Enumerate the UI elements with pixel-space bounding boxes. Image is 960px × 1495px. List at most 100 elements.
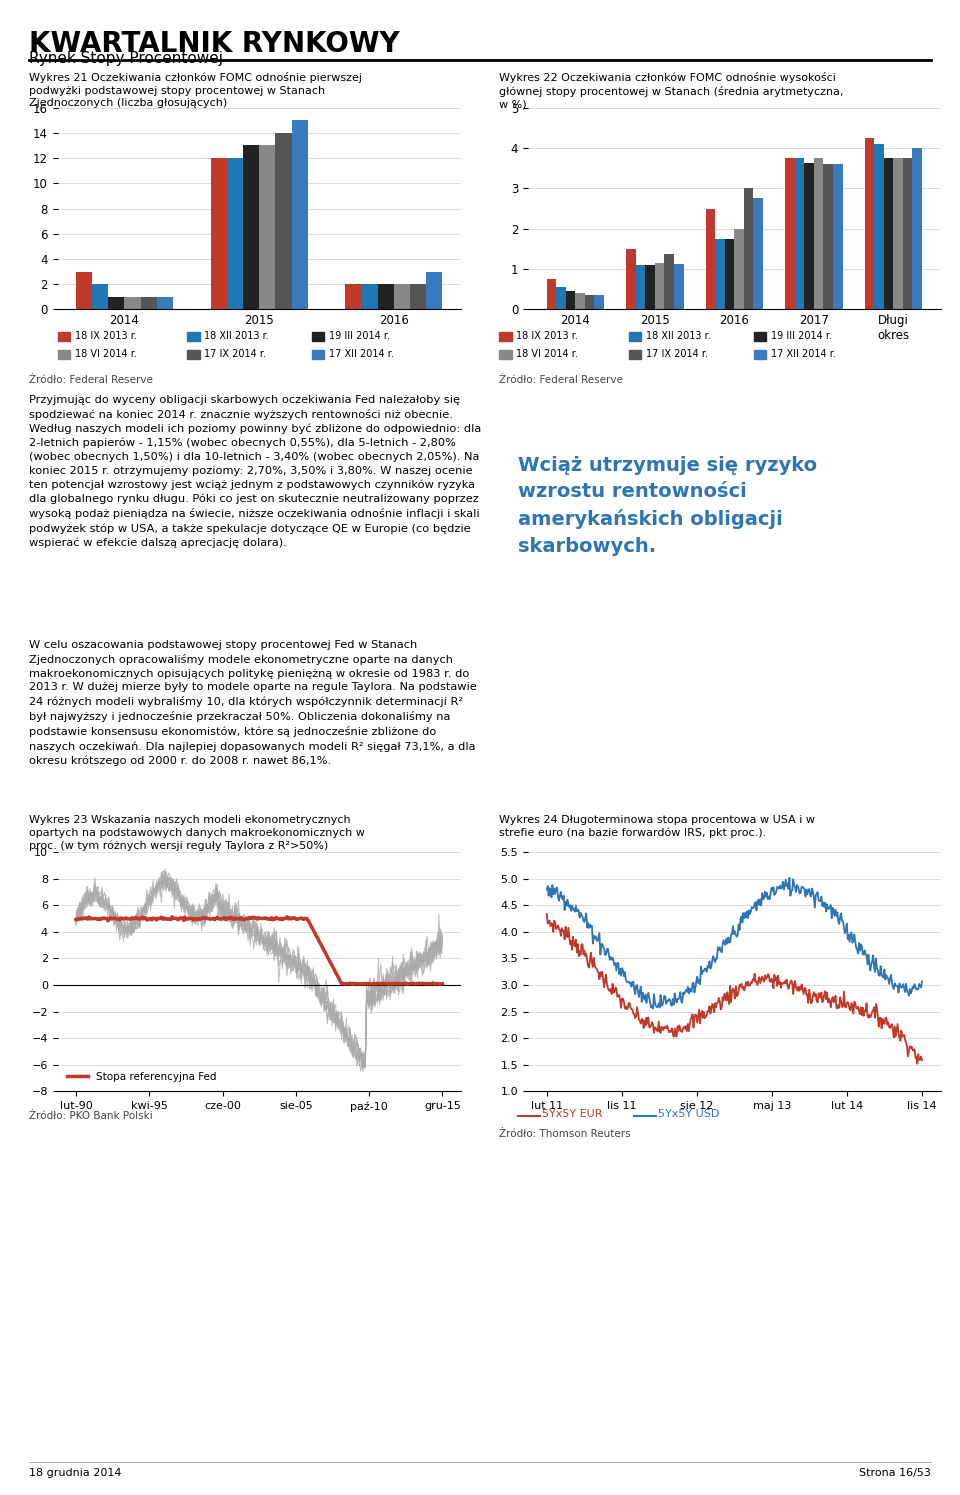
Line: Stopa referencyjna Fed: Stopa referencyjna Fed bbox=[76, 916, 443, 984]
Bar bbox=[734, 229, 744, 309]
Text: 5Yx5Y USD: 5Yx5Y USD bbox=[658, 1109, 719, 1120]
Bar bbox=[378, 284, 394, 309]
Bar bbox=[655, 263, 664, 309]
Text: Wykres 21 Oczekiwania członków FOMC odnośnie pierwszej
podwyżki podstawowej stop: Wykres 21 Oczekiwania członków FOMC odno… bbox=[29, 72, 362, 108]
Bar bbox=[814, 158, 824, 309]
Bar bbox=[913, 148, 922, 309]
Bar bbox=[108, 298, 125, 309]
Bar bbox=[292, 120, 308, 309]
Bar bbox=[903, 158, 913, 309]
5Yx5Y USD bbox=[541, 881, 553, 898]
Line: 5Yx5Y EUR: 5Yx5Y EUR bbox=[547, 913, 922, 1064]
Text: 5Yx5Y EUR: 5Yx5Y EUR bbox=[542, 1109, 603, 1120]
5Yx5Y USD bbox=[783, 869, 795, 887]
Stopa referencyjna Fed bbox=[166, 907, 178, 925]
Bar bbox=[674, 263, 684, 309]
Bar bbox=[645, 265, 655, 309]
5Yx5Y USD bbox=[916, 972, 927, 990]
Bar bbox=[725, 239, 734, 309]
Stopa referencyjna Fed bbox=[246, 909, 257, 927]
Bar bbox=[894, 158, 903, 309]
Text: Wykres 23 Wskazania naszych modeli ekonometrycznych
opartych na podstawowych dan: Wykres 23 Wskazania naszych modeli ekono… bbox=[29, 815, 365, 851]
Text: Wykres 22 Oczekiwania członków FOMC odnośnie wysokości
głównej stopy procentowej: Wykres 22 Oczekiwania członków FOMC odno… bbox=[499, 72, 844, 109]
Stopa referencyjna Fed bbox=[408, 975, 420, 993]
Bar bbox=[76, 272, 92, 309]
Bar bbox=[795, 158, 804, 309]
Text: Strona 16/53: Strona 16/53 bbox=[859, 1468, 931, 1479]
5Yx5Y EUR bbox=[812, 993, 824, 1011]
Bar bbox=[227, 158, 243, 309]
Text: 17 IX 2014 r.: 17 IX 2014 r. bbox=[646, 350, 708, 359]
Text: Rynek Stopy Procentowej: Rynek Stopy Procentowej bbox=[29, 51, 223, 66]
Bar bbox=[804, 163, 814, 309]
Bar bbox=[706, 208, 715, 309]
Text: 17 XII 2014 r.: 17 XII 2014 r. bbox=[771, 350, 836, 359]
Stopa referencyjna Fed bbox=[70, 910, 82, 928]
Text: Żródło: Federal Reserve: Żródło: Federal Reserve bbox=[29, 375, 153, 386]
5Yx5Y USD bbox=[690, 972, 702, 990]
5Yx5Y EUR bbox=[689, 1006, 701, 1024]
Text: Żródło: Federal Reserve: Żródło: Federal Reserve bbox=[499, 375, 623, 386]
5Yx5Y USD bbox=[664, 991, 676, 1009]
Bar bbox=[785, 158, 795, 309]
Stopa referencyjna Fed bbox=[111, 909, 123, 927]
Bar bbox=[565, 292, 575, 309]
5Yx5Y USD bbox=[778, 881, 789, 898]
Bar bbox=[824, 164, 833, 309]
Text: Wykres 24 Długoterminowa stopa procentowa w USA i w
strefie euro (na bazie forwa: Wykres 24 Długoterminowa stopa procentow… bbox=[499, 815, 815, 839]
Text: W celu oszacowania podstawowej stopy procentowej Fed w Stanach
Zjednoczonych opr: W celu oszacowania podstawowej stopy pro… bbox=[29, 640, 476, 765]
5Yx5Y EUR bbox=[541, 904, 553, 922]
Bar bbox=[865, 138, 875, 309]
Bar bbox=[715, 239, 725, 309]
5Yx5Y EUR bbox=[916, 1051, 927, 1069]
Bar bbox=[243, 145, 259, 309]
Bar bbox=[547, 280, 556, 309]
Text: 17 XII 2014 r.: 17 XII 2014 r. bbox=[329, 350, 395, 359]
Text: Przyjmując do wyceny obligacji skarbowych oczekiwania Fed należałoby się
spodzie: Przyjmując do wyceny obligacji skarbowyc… bbox=[29, 395, 481, 549]
Text: 17 IX 2014 r.: 17 IX 2014 r. bbox=[204, 350, 267, 359]
Bar bbox=[594, 296, 604, 309]
5Yx5Y EUR bbox=[587, 954, 598, 972]
Bar bbox=[426, 272, 443, 309]
Stopa referencyjna Fed bbox=[171, 909, 182, 927]
5Yx5Y USD bbox=[647, 1000, 659, 1018]
5Yx5Y USD bbox=[816, 888, 828, 906]
Bar bbox=[875, 144, 884, 309]
Bar bbox=[744, 188, 754, 309]
Bar bbox=[156, 298, 173, 309]
Text: 19 III 2014 r.: 19 III 2014 r. bbox=[771, 332, 832, 341]
Text: 18 VI 2014 r.: 18 VI 2014 r. bbox=[75, 350, 136, 359]
Text: 18 IX 2013 r.: 18 IX 2013 r. bbox=[516, 332, 578, 341]
Bar bbox=[125, 298, 140, 309]
5Yx5Y EUR bbox=[663, 1023, 675, 1041]
Bar bbox=[92, 284, 108, 309]
Bar bbox=[833, 164, 843, 309]
Bar bbox=[410, 284, 426, 309]
Bar bbox=[626, 250, 636, 309]
Stopa referencyjna Fed bbox=[347, 975, 358, 993]
Text: KWARTALNIK RYNKOWY: KWARTALNIK RYNKOWY bbox=[29, 30, 399, 58]
Text: 18 XII 2013 r.: 18 XII 2013 r. bbox=[646, 332, 710, 341]
Bar bbox=[556, 287, 565, 309]
Bar bbox=[664, 254, 674, 309]
Bar bbox=[585, 296, 594, 309]
5Yx5Y EUR bbox=[814, 987, 826, 1005]
Text: Żródło: Thomson Reuters: Żródło: Thomson Reuters bbox=[499, 1129, 631, 1139]
Bar bbox=[276, 133, 292, 309]
Text: Żródło: PKO Bank Polski: Żródło: PKO Bank Polski bbox=[29, 1111, 153, 1121]
Text: 18 grudnia 2014: 18 grudnia 2014 bbox=[29, 1468, 121, 1479]
Text: 18 IX 2013 r.: 18 IX 2013 r. bbox=[75, 332, 136, 341]
Bar bbox=[259, 145, 276, 309]
Bar bbox=[884, 158, 894, 309]
5Yx5Y USD bbox=[814, 893, 826, 910]
5Yx5Y EUR bbox=[912, 1055, 924, 1073]
Bar bbox=[346, 284, 362, 309]
Bar bbox=[140, 298, 156, 309]
Bar bbox=[210, 158, 227, 309]
Text: 18 XII 2013 r.: 18 XII 2013 r. bbox=[204, 332, 269, 341]
5Yx5Y USD bbox=[587, 916, 598, 934]
Text: 19 III 2014 r.: 19 III 2014 r. bbox=[329, 332, 391, 341]
Stopa referencyjna Fed bbox=[230, 910, 242, 928]
5Yx5Y EUR bbox=[777, 975, 788, 993]
Legend: Stopa referencyjna Fed: Stopa referencyjna Fed bbox=[62, 1067, 221, 1087]
